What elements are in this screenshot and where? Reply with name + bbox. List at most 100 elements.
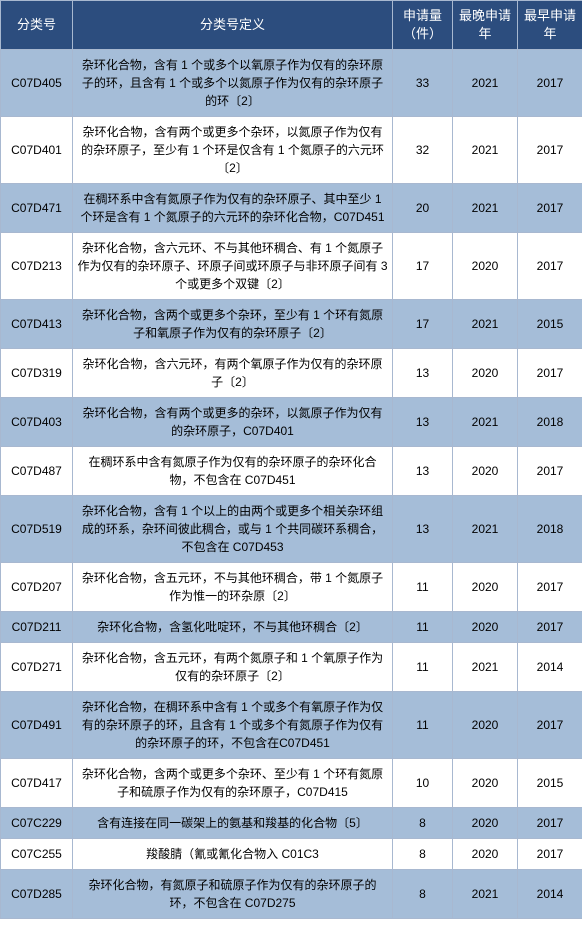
cell-count: 13 (393, 398, 453, 447)
cell-late: 2021 (453, 870, 518, 919)
cell-code: C07D413 (1, 300, 73, 349)
cell-late: 2021 (453, 643, 518, 692)
cell-def: 杂环化合物，在稠环系中含有 1 个或多个有氧原子作为仅有的杂环原子的环，且含有 … (73, 692, 393, 759)
cell-count: 13 (393, 349, 453, 398)
cell-def: 杂环化合物，含六元环，有两个氧原子作为仅有的杂环原子〔2〕 (73, 349, 393, 398)
table-row: C07D271杂环化合物，含五元环，有两个氮原子和 1 个氧原子作为仅有的杂环原… (1, 643, 582, 692)
cell-code: C07D271 (1, 643, 73, 692)
header-def: 分类号定义 (73, 1, 393, 50)
cell-def: 杂环化合物，有氮原子和硫原子作为仅有的杂环原子的环，不包含在 C07D275 (73, 870, 393, 919)
cell-count: 8 (393, 839, 453, 870)
cell-count: 11 (393, 563, 453, 612)
cell-def: 杂环化合物，含两个或更多个杂环，至少有 1 个环有氮原子和氧原子作为仅有的杂环原… (73, 300, 393, 349)
table-row: C07D285杂环化合物，有氮原子和硫原子作为仅有的杂环原子的环，不包含在 C0… (1, 870, 582, 919)
cell-early: 2017 (518, 692, 582, 759)
table-row: C07D519杂环化合物，含有 1 个以上的由两个或更多个相关杂环组成的环系，杂… (1, 496, 582, 563)
cell-count: 11 (393, 643, 453, 692)
cell-early: 2017 (518, 612, 582, 643)
cell-late: 2020 (453, 692, 518, 759)
cell-count: 10 (393, 759, 453, 808)
cell-def: 杂环化合物，含六元环、不与其他环稠合、有 1 个氮原子作为仅有的杂环原子、环原子… (73, 233, 393, 300)
cell-late: 2020 (453, 349, 518, 398)
table-row: C07D471在稠环系中含有氮原子作为仅有的杂环原子、其中至少 1 个环是含有 … (1, 184, 582, 233)
cell-early: 2015 (518, 300, 582, 349)
cell-code: C07D491 (1, 692, 73, 759)
cell-early: 2017 (518, 563, 582, 612)
cell-code: C07C255 (1, 839, 73, 870)
cell-code: C07D519 (1, 496, 73, 563)
classification-table: 分类号 分类号定义 申请量（件） 最晚申请年 最早申请年 C07D405杂环化合… (0, 0, 582, 919)
cell-early: 2017 (518, 233, 582, 300)
cell-def: 杂环化合物，含有两个或更多个杂环，以氮原子作为仅有的杂环原子，至少有 1 个环是… (73, 117, 393, 184)
cell-early: 2017 (518, 117, 582, 184)
cell-late: 2020 (453, 759, 518, 808)
cell-code: C07D285 (1, 870, 73, 919)
cell-code: C07C229 (1, 808, 73, 839)
cell-code: C07D401 (1, 117, 73, 184)
cell-def: 杂环化合物，含氢化吡啶环，不与其他环稠合〔2〕 (73, 612, 393, 643)
table-row: C07D413杂环化合物，含两个或更多个杂环，至少有 1 个环有氮原子和氧原子作… (1, 300, 582, 349)
table-row: C07C255羧酸腈（氰或氰化合物入 C01C3820202017 (1, 839, 582, 870)
cell-early: 2017 (518, 349, 582, 398)
header-row: 分类号 分类号定义 申请量（件） 最晚申请年 最早申请年 (1, 1, 582, 50)
cell-early: 2018 (518, 496, 582, 563)
header-late: 最晚申请年 (453, 1, 518, 50)
table-row: C07D401杂环化合物，含有两个或更多个杂环，以氮原子作为仅有的杂环原子，至少… (1, 117, 582, 184)
cell-late: 2020 (453, 612, 518, 643)
header-early: 最早申请年 (518, 1, 582, 50)
cell-late: 2021 (453, 184, 518, 233)
cell-code: C07D211 (1, 612, 73, 643)
cell-def: 杂环化合物，含有两个或更多的杂环，以氮原子作为仅有的杂环原子，C07D401 (73, 398, 393, 447)
cell-late: 2021 (453, 50, 518, 117)
cell-early: 2014 (518, 870, 582, 919)
table-row: C07C229含有连接在同一碳架上的氨基和羧基的化合物〔5〕820202017 (1, 808, 582, 839)
table-row: C07D211杂环化合物，含氢化吡啶环，不与其他环稠合〔2〕1120202017 (1, 612, 582, 643)
cell-late: 2021 (453, 117, 518, 184)
cell-late: 2020 (453, 808, 518, 839)
cell-def: 杂环化合物，含有 1 个以上的由两个或更多个相关杂环组成的环系，杂环间彼此稠合，… (73, 496, 393, 563)
cell-count: 20 (393, 184, 453, 233)
table-row: C07D403杂环化合物，含有两个或更多的杂环，以氮原子作为仅有的杂环原子，C0… (1, 398, 582, 447)
cell-late: 2020 (453, 447, 518, 496)
cell-code: C07D213 (1, 233, 73, 300)
cell-def: 在稠环系中含有氮原子作为仅有的杂环原子、其中至少 1 个环是含有 1 个氮原子的… (73, 184, 393, 233)
cell-count: 33 (393, 50, 453, 117)
cell-code: C07D417 (1, 759, 73, 808)
cell-early: 2017 (518, 50, 582, 117)
cell-count: 17 (393, 233, 453, 300)
cell-count: 13 (393, 447, 453, 496)
cell-code: C07D471 (1, 184, 73, 233)
cell-late: 2020 (453, 233, 518, 300)
table-row: C07D319杂环化合物，含六元环，有两个氧原子作为仅有的杂环原子〔2〕1320… (1, 349, 582, 398)
cell-count: 13 (393, 496, 453, 563)
cell-count: 11 (393, 612, 453, 643)
table-row: C07D417杂环化合物，含两个或更多个杂环、至少有 1 个环有氮原子和硫原子作… (1, 759, 582, 808)
header-code: 分类号 (1, 1, 73, 50)
header-count: 申请量（件） (393, 1, 453, 50)
cell-late: 2020 (453, 563, 518, 612)
table-row: C07D207杂环化合物，含五元环，不与其他环稠合，带 1 个氮原子作为惟一的环… (1, 563, 582, 612)
cell-early: 2017 (518, 184, 582, 233)
cell-def: 杂环化合物，含五元环，有两个氮原子和 1 个氧原子作为仅有的杂环原子〔2〕 (73, 643, 393, 692)
cell-early: 2017 (518, 839, 582, 870)
cell-def: 含有连接在同一碳架上的氨基和羧基的化合物〔5〕 (73, 808, 393, 839)
table-row: C07D491杂环化合物，在稠环系中含有 1 个或多个有氧原子作为仅有的杂环原子… (1, 692, 582, 759)
cell-early: 2017 (518, 808, 582, 839)
cell-late: 2021 (453, 300, 518, 349)
cell-def: 在稠环系中含有氮原子作为仅有的杂环原子的杂环化合物，不包含在 C07D451 (73, 447, 393, 496)
cell-early: 2018 (518, 398, 582, 447)
cell-def: 杂环化合物，含有 1 个或多个以氧原子作为仅有的杂环原子的环，且含有 1 个或多… (73, 50, 393, 117)
cell-code: C07D405 (1, 50, 73, 117)
cell-late: 2020 (453, 839, 518, 870)
cell-early: 2014 (518, 643, 582, 692)
cell-code: C07D207 (1, 563, 73, 612)
table-row: C07D213杂环化合物，含六元环、不与其他环稠合、有 1 个氮原子作为仅有的杂… (1, 233, 582, 300)
cell-early: 2015 (518, 759, 582, 808)
table-row: C07D405杂环化合物，含有 1 个或多个以氧原子作为仅有的杂环原子的环，且含… (1, 50, 582, 117)
cell-count: 17 (393, 300, 453, 349)
cell-def: 羧酸腈（氰或氰化合物入 C01C3 (73, 839, 393, 870)
cell-count: 11 (393, 692, 453, 759)
cell-def: 杂环化合物，含五元环，不与其他环稠合，带 1 个氮原子作为惟一的环杂原〔2〕 (73, 563, 393, 612)
cell-late: 2021 (453, 496, 518, 563)
cell-code: C07D319 (1, 349, 73, 398)
